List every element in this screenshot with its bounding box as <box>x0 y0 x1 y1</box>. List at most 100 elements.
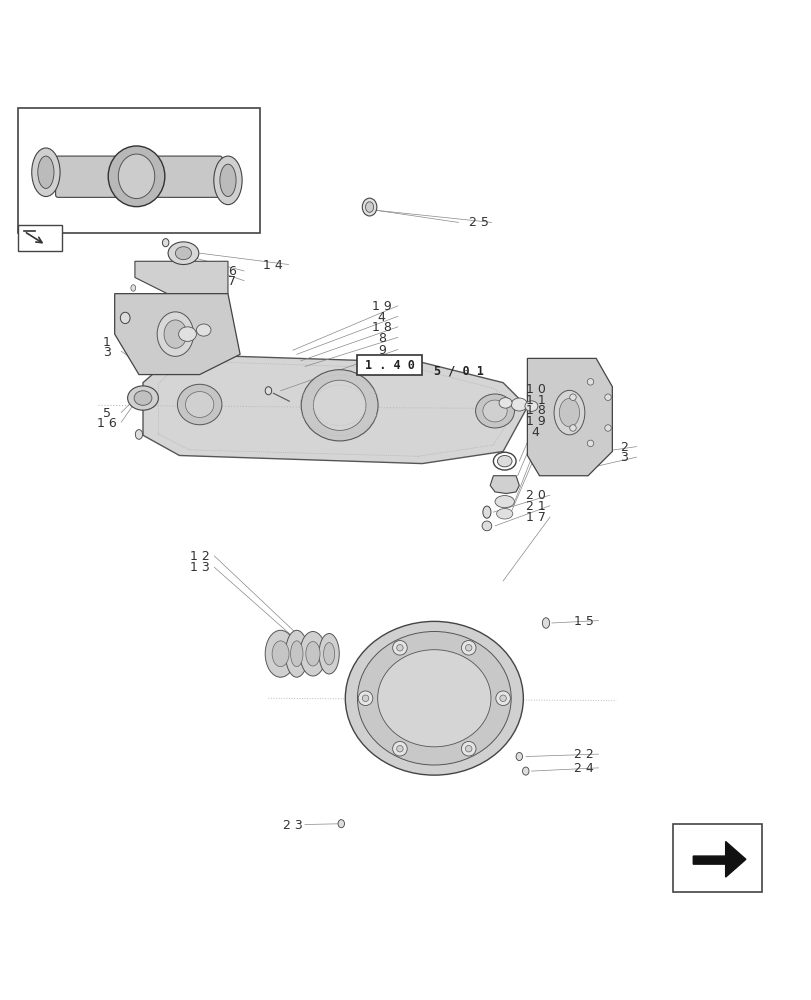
Ellipse shape <box>465 645 471 651</box>
Ellipse shape <box>108 146 165 207</box>
Ellipse shape <box>164 320 187 348</box>
Ellipse shape <box>393 741 406 756</box>
Text: 1 . 4 0: 1 . 4 0 <box>364 359 414 372</box>
Ellipse shape <box>131 285 135 291</box>
Ellipse shape <box>38 156 54 188</box>
Ellipse shape <box>604 394 611 400</box>
Ellipse shape <box>168 242 199 265</box>
Text: 1: 1 <box>102 336 110 349</box>
Ellipse shape <box>299 631 325 676</box>
Ellipse shape <box>524 401 537 411</box>
Text: 1 1: 1 1 <box>525 394 545 407</box>
Text: 1 8: 1 8 <box>371 321 391 334</box>
Ellipse shape <box>357 631 511 765</box>
Text: 4: 4 <box>377 311 385 324</box>
Text: 9: 9 <box>377 344 385 357</box>
Text: 8: 8 <box>377 332 385 345</box>
Polygon shape <box>693 841 745 877</box>
Ellipse shape <box>337 820 344 828</box>
Ellipse shape <box>500 695 506 701</box>
Ellipse shape <box>569 425 576 431</box>
FancyBboxPatch shape <box>55 156 222 197</box>
Polygon shape <box>135 261 228 294</box>
Text: 1 8: 1 8 <box>525 404 545 417</box>
Ellipse shape <box>177 384 221 425</box>
Ellipse shape <box>496 691 510 706</box>
Ellipse shape <box>120 312 130 324</box>
Ellipse shape <box>345 621 523 775</box>
Text: 2 2: 2 2 <box>573 748 593 761</box>
Ellipse shape <box>306 642 320 666</box>
Ellipse shape <box>134 391 152 405</box>
Ellipse shape <box>32 148 60 197</box>
Text: 2 5: 2 5 <box>468 216 488 229</box>
Text: 7: 7 <box>228 275 236 288</box>
Text: 2 1: 2 1 <box>525 500 545 513</box>
FancyBboxPatch shape <box>672 824 761 892</box>
Ellipse shape <box>301 370 378 441</box>
Text: 2: 2 <box>620 441 628 454</box>
Text: 1 9: 1 9 <box>525 415 545 428</box>
Ellipse shape <box>313 380 366 430</box>
Ellipse shape <box>162 239 169 247</box>
Ellipse shape <box>586 379 593 385</box>
Ellipse shape <box>175 247 191 260</box>
Text: 1 4: 1 4 <box>262 259 282 272</box>
Text: 4: 4 <box>531 426 539 439</box>
Polygon shape <box>526 358 611 476</box>
Ellipse shape <box>511 398 526 411</box>
Text: 2 3: 2 3 <box>282 819 303 832</box>
Text: 1 3: 1 3 <box>190 561 209 574</box>
Text: 3: 3 <box>102 346 110 359</box>
Text: 5: 5 <box>102 407 110 420</box>
Ellipse shape <box>377 650 491 747</box>
Polygon shape <box>114 294 240 375</box>
FancyBboxPatch shape <box>18 225 62 251</box>
Ellipse shape <box>482 521 491 531</box>
Ellipse shape <box>516 752 522 761</box>
Text: 2 0: 2 0 <box>525 489 545 502</box>
Text: 3: 3 <box>620 451 628 464</box>
Ellipse shape <box>323 643 334 665</box>
Ellipse shape <box>495 496 514 508</box>
Ellipse shape <box>497 455 512 467</box>
Ellipse shape <box>604 425 611 431</box>
Text: 6: 6 <box>228 265 236 278</box>
Ellipse shape <box>499 398 512 408</box>
Ellipse shape <box>127 386 158 410</box>
Ellipse shape <box>586 440 593 447</box>
Ellipse shape <box>465 745 471 752</box>
Text: 1 2: 1 2 <box>190 550 209 563</box>
Text: 1 6: 1 6 <box>97 417 116 430</box>
Text: 1 7: 1 7 <box>525 511 545 524</box>
Ellipse shape <box>522 767 528 775</box>
Ellipse shape <box>285 630 307 677</box>
Ellipse shape <box>213 156 242 205</box>
Ellipse shape <box>461 741 475 756</box>
Ellipse shape <box>290 641 303 667</box>
Text: 1 0: 1 0 <box>525 383 545 396</box>
Ellipse shape <box>319 634 339 674</box>
Ellipse shape <box>362 198 376 216</box>
Ellipse shape <box>483 506 491 518</box>
Text: 5 / 0 1: 5 / 0 1 <box>434 364 483 377</box>
FancyBboxPatch shape <box>18 108 260 233</box>
Ellipse shape <box>483 400 507 422</box>
Ellipse shape <box>569 394 576 400</box>
Text: 2 4: 2 4 <box>573 762 593 775</box>
Ellipse shape <box>178 327 196 341</box>
Ellipse shape <box>196 324 211 336</box>
Ellipse shape <box>135 430 143 439</box>
Ellipse shape <box>542 618 549 628</box>
Ellipse shape <box>358 691 372 706</box>
Ellipse shape <box>362 695 368 701</box>
Ellipse shape <box>397 645 403 651</box>
Ellipse shape <box>365 202 373 212</box>
Ellipse shape <box>559 398 579 427</box>
Polygon shape <box>490 476 519 494</box>
Ellipse shape <box>185 392 213 417</box>
Ellipse shape <box>220 164 236 197</box>
Polygon shape <box>143 354 526 464</box>
Ellipse shape <box>265 630 295 677</box>
Ellipse shape <box>265 387 272 395</box>
